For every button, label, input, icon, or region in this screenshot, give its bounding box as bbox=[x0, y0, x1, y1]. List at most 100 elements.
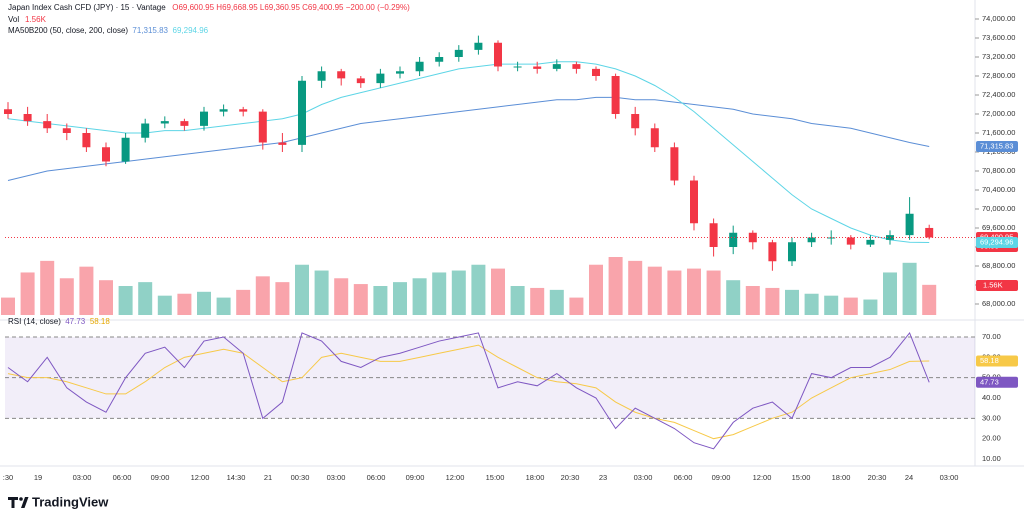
y-tick-label: 71,600.00 bbox=[982, 128, 1015, 137]
volume-bar bbox=[216, 297, 231, 315]
rsi-ma-badge bbox=[976, 355, 1018, 367]
ma200-badge-text: 71,315.83 bbox=[980, 141, 1013, 150]
x-tick-label: 09:00 bbox=[406, 473, 425, 482]
candle-body bbox=[298, 80, 306, 145]
ma50-line bbox=[7, 61, 930, 243]
rsi-ma-line bbox=[7, 344, 930, 440]
y-tick-label: 69,600.00 bbox=[982, 223, 1015, 232]
rsi-line bbox=[7, 331, 930, 450]
volume-bar bbox=[157, 295, 172, 315]
y-tick-label: 72,800.00 bbox=[982, 71, 1015, 80]
candle-body bbox=[552, 64, 561, 69]
ma200-line bbox=[7, 96, 930, 181]
x-tick-label: 14:30 bbox=[227, 473, 246, 482]
x-tick-label: 21 bbox=[264, 473, 272, 482]
price-badge-text: 69,400.95 bbox=[980, 232, 1013, 241]
volume-bar bbox=[314, 270, 329, 315]
candle-body bbox=[180, 121, 189, 126]
rsi-tick-label: 10.00 bbox=[982, 454, 1001, 463]
volume-bar bbox=[608, 257, 623, 315]
x-tick-label: 15:00 bbox=[792, 473, 811, 482]
brand: TradingView bbox=[32, 494, 109, 509]
x-tick-label: 03:00 bbox=[73, 473, 92, 482]
candle-body bbox=[905, 213, 914, 236]
rsi-badge bbox=[976, 376, 1018, 388]
volume-bar bbox=[863, 299, 878, 315]
vol-value: 1.56K bbox=[25, 15, 47, 24]
x-tick-label: 06:00 bbox=[113, 473, 132, 482]
volume-bar bbox=[118, 286, 133, 315]
candle-body bbox=[454, 49, 463, 57]
volume-bar bbox=[373, 286, 388, 315]
y-tick-label: 68,800.00 bbox=[982, 261, 1015, 270]
volume-bar bbox=[236, 289, 251, 315]
ma-label: MA50B200 (50, close, 200, close) bbox=[8, 26, 128, 35]
candle-body bbox=[102, 147, 110, 162]
ma50-value: 69,294.96 bbox=[173, 26, 209, 35]
volume-bar bbox=[432, 272, 447, 315]
candle-body bbox=[709, 223, 718, 247]
volume-bar bbox=[275, 282, 290, 315]
candle-body bbox=[278, 142, 287, 145]
volume-bar bbox=[549, 289, 564, 315]
y-tick-label: 72,400.00 bbox=[982, 90, 1015, 99]
y-tick-label: 72,000.00 bbox=[982, 109, 1015, 118]
candle-body bbox=[690, 180, 698, 224]
x-tick-label: 20:30 bbox=[868, 473, 887, 482]
candle-body bbox=[415, 61, 424, 72]
volume-bar bbox=[471, 264, 486, 315]
candle-body bbox=[62, 128, 71, 133]
ma200-value: 71,315.83 bbox=[132, 26, 168, 35]
candle-body bbox=[827, 237, 836, 239]
candle-body bbox=[866, 239, 875, 245]
rsi-tick-label: 20.00 bbox=[982, 434, 1001, 443]
x-tick-label: 09:00 bbox=[712, 473, 731, 482]
candle-body bbox=[670, 147, 679, 181]
candle-body bbox=[82, 133, 91, 148]
rsi-value: 47.73 bbox=[65, 317, 86, 326]
volume-bar bbox=[765, 287, 780, 315]
volume-bar bbox=[883, 272, 897, 315]
candle-body bbox=[219, 109, 228, 112]
candle-body bbox=[200, 111, 208, 126]
volume-bar bbox=[530, 287, 545, 315]
volume-bar bbox=[177, 293, 192, 315]
x-tick-label: 06:00 bbox=[367, 473, 386, 482]
symbol-title: Japan Index Cash CFD (JPY) · 15 · Vantag… bbox=[8, 3, 166, 12]
volume-bar bbox=[197, 291, 211, 315]
x-tick-label: 24 bbox=[905, 473, 913, 482]
candle-body bbox=[788, 242, 796, 262]
candle-body bbox=[121, 137, 130, 162]
candle-body bbox=[141, 123, 150, 138]
candle-body bbox=[239, 109, 248, 112]
volume-bar bbox=[79, 266, 94, 315]
volume-bar bbox=[824, 295, 839, 315]
volume-badge bbox=[976, 280, 1018, 291]
candle-body bbox=[43, 121, 52, 129]
x-tick-label: 03:00 bbox=[634, 473, 653, 482]
volume-bar bbox=[20, 272, 35, 315]
volume-bar bbox=[1, 297, 15, 315]
rsi-tick-label: 40.00 bbox=[982, 393, 1001, 402]
x-tick-label: 15:00 bbox=[486, 473, 505, 482]
x-tick-label: :30 bbox=[3, 473, 13, 482]
candle-body bbox=[258, 111, 267, 143]
candle-body bbox=[925, 227, 934, 238]
candle-body bbox=[23, 114, 32, 122]
x-tick-label: 18:00 bbox=[832, 473, 851, 482]
volume-bar bbox=[804, 293, 819, 315]
volume-bar bbox=[922, 284, 937, 315]
x-tick-label: 12:00 bbox=[191, 473, 210, 482]
volume-bar bbox=[647, 266, 662, 315]
y-tick-label: 70,400.00 bbox=[982, 185, 1015, 194]
candle-body bbox=[376, 73, 385, 84]
volume-bar bbox=[138, 282, 153, 315]
volume-bar bbox=[687, 268, 701, 315]
x-tick-label: 00:30 bbox=[291, 473, 310, 482]
x-tick-label: 06:00 bbox=[674, 473, 693, 482]
ma200-badge bbox=[976, 140, 1018, 152]
volume-bar bbox=[902, 262, 917, 315]
x-tick-label: 03:00 bbox=[940, 473, 959, 482]
volume-bar bbox=[412, 278, 427, 315]
